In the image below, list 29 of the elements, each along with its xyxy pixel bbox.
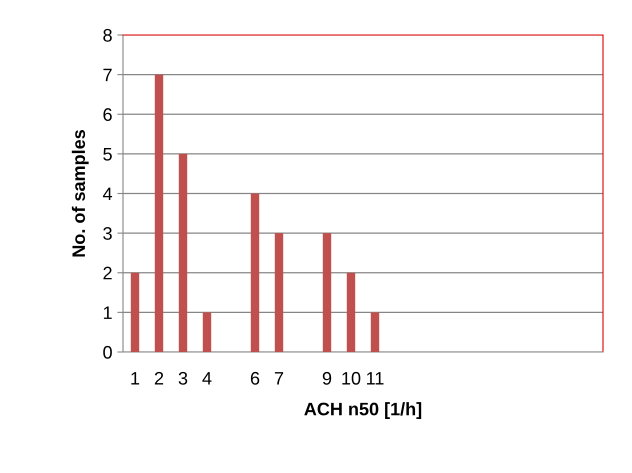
y-tick-label: 8: [103, 28, 112, 42]
bar: [202, 312, 212, 352]
y-tick-label: 5: [103, 148, 112, 161]
bar: [178, 154, 188, 352]
y-tick-label: 4: [102, 188, 112, 200]
x-tick-label: 4: [202, 372, 212, 385]
x-tick-label: 7: [274, 372, 284, 385]
x-tick-label: 11: [367, 372, 384, 385]
x-tick-label: 3: [178, 372, 188, 385]
x-tick-label: 1: [131, 372, 140, 385]
y-tick-label: 0: [103, 346, 112, 359]
bar: [322, 233, 332, 352]
bar: [250, 194, 260, 352]
y-axis-title: No. of samples: [72, 130, 89, 256]
y-tick-label: 7: [103, 68, 112, 82]
bar: [274, 233, 284, 352]
y-tick-label: 1: [104, 306, 112, 319]
y-tick-label: 3: [103, 227, 112, 240]
x-tick-label: 9: [322, 372, 332, 385]
bar: [370, 312, 380, 352]
x-tick-label: 6: [250, 372, 260, 385]
bar: [154, 74, 164, 352]
x-tick-label: 2: [154, 372, 164, 385]
x-axis-title: ACH n50 [1/h]: [304, 402, 422, 419]
y-tick-label: 6: [103, 108, 112, 121]
bar: [346, 272, 356, 352]
x-tick-label: 10: [342, 372, 360, 385]
y-tick-label: 2: [103, 266, 112, 280]
bar: [130, 272, 140, 352]
